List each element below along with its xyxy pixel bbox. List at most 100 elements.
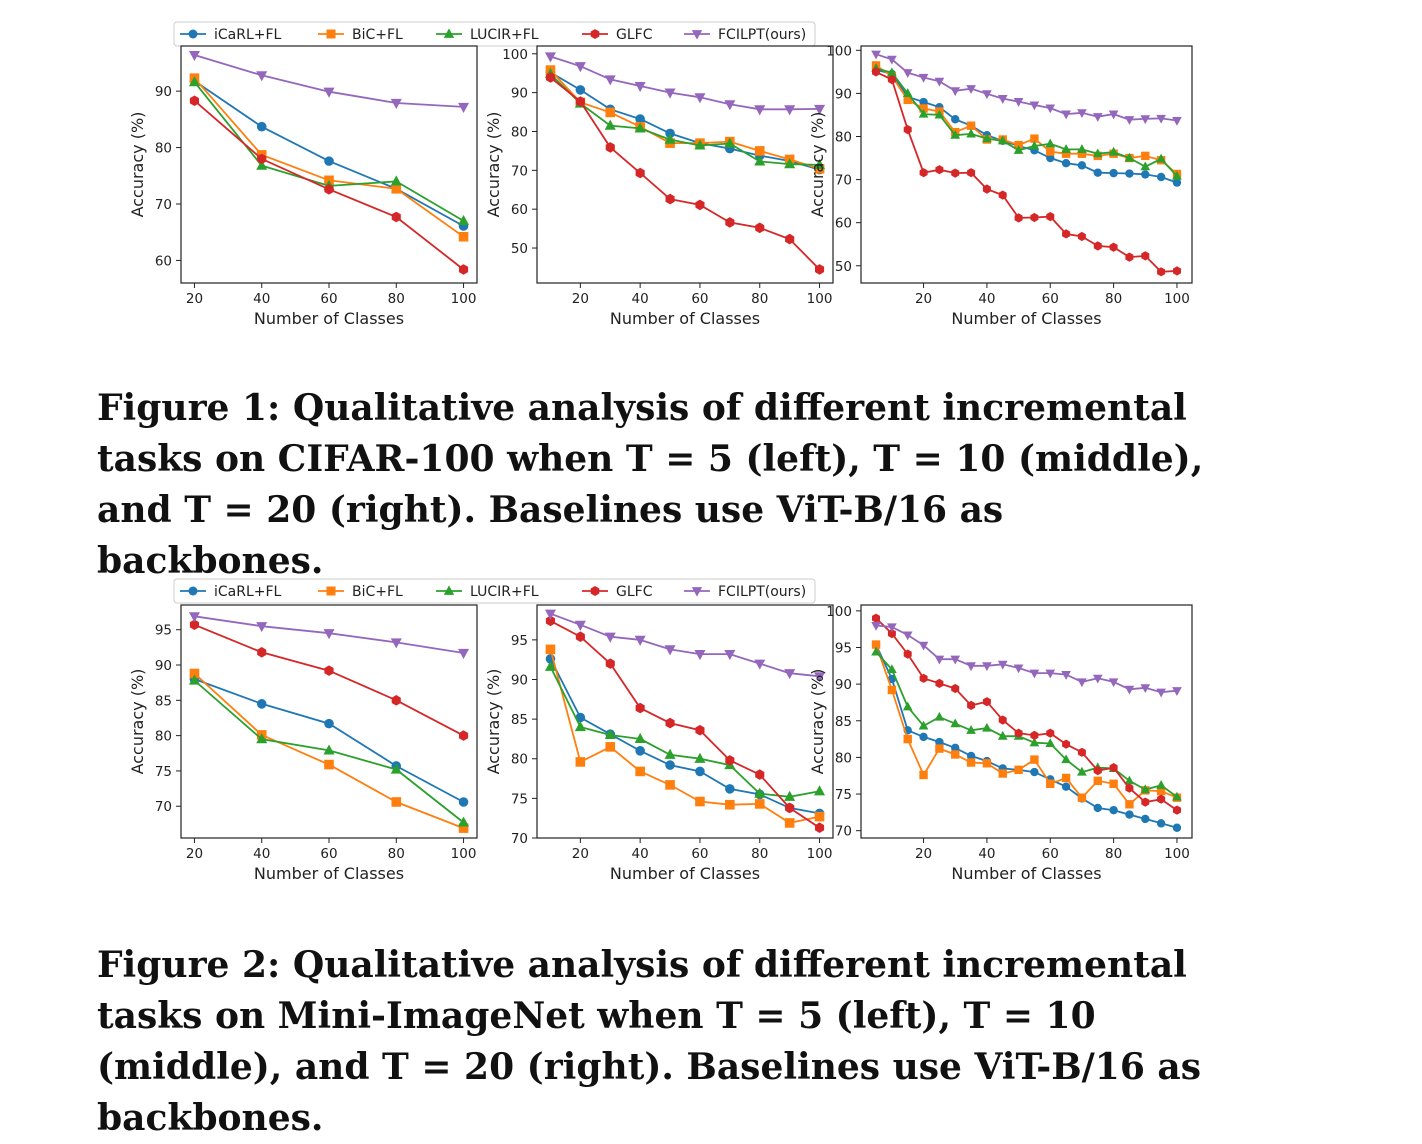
data-point <box>458 823 469 833</box>
data-point <box>887 685 897 695</box>
series-line-FCILPT(ours) <box>194 54 464 108</box>
data-point <box>1014 213 1023 223</box>
x-tick-label: 80 <box>388 291 405 307</box>
data-point <box>966 758 976 767</box>
data-point <box>1156 688 1166 698</box>
data-point <box>1046 147 1055 156</box>
data-point <box>935 744 944 753</box>
data-point <box>390 98 402 109</box>
legend-marker-1 <box>326 29 336 39</box>
data-point <box>754 155 766 166</box>
data-point <box>982 90 992 100</box>
data-point <box>257 647 267 658</box>
legend-label-3: GLFC <box>616 584 653 600</box>
data-point <box>1046 212 1055 222</box>
data-point <box>1109 805 1118 815</box>
data-point <box>951 750 960 759</box>
data-point <box>459 264 469 275</box>
data-point <box>1046 728 1055 738</box>
data-point <box>324 156 334 166</box>
plot-frame <box>536 45 834 284</box>
data-point <box>950 655 961 665</box>
series-line-LUCIR+FL <box>549 73 820 166</box>
data-point <box>1124 685 1135 695</box>
plot-frame <box>860 604 1193 839</box>
x-tick-label: 40 <box>253 291 270 307</box>
data-point <box>784 818 795 828</box>
data-point <box>903 734 912 744</box>
data-point <box>754 799 765 809</box>
y-tick-label: 75 <box>155 764 172 780</box>
data-point <box>256 71 268 82</box>
data-point <box>902 701 913 711</box>
legend-marker-2 <box>443 28 455 38</box>
x-tick-label: 60 <box>691 846 708 862</box>
series-line-GLFC <box>550 620 820 829</box>
data-point <box>934 711 945 721</box>
data-point <box>785 233 795 245</box>
series-line-LUCIR+FL <box>875 651 1178 798</box>
data-point <box>574 62 586 73</box>
data-point <box>1013 145 1024 154</box>
data-point <box>1140 161 1151 171</box>
data-point <box>458 797 469 807</box>
data-point <box>391 183 402 194</box>
chart-4: 20 40 60 80 100 70 75 80 85 90 95 Number of Classes… <box>128 604 478 883</box>
y-tick-label: 60 <box>511 202 528 218</box>
data-point <box>1014 728 1023 738</box>
data-point <box>605 107 616 118</box>
y-tick-label: 85 <box>511 712 528 728</box>
y-tick-label: 70 <box>835 173 852 189</box>
y-tick-label: 80 <box>835 129 852 145</box>
data-point <box>919 97 928 107</box>
data-point <box>1140 684 1151 694</box>
data-point <box>1062 229 1071 239</box>
data-point <box>575 631 585 642</box>
data-point <box>814 672 826 683</box>
x-tick-label: 20 <box>572 291 589 307</box>
data-point <box>951 743 960 753</box>
data-point <box>574 620 586 631</box>
data-point <box>256 121 267 132</box>
data-point <box>754 105 766 116</box>
legend-label-4: FCILPT(ours) <box>718 584 806 600</box>
data-point <box>545 644 556 655</box>
data-point <box>544 660 556 671</box>
data-point <box>544 609 556 620</box>
data-point <box>1030 730 1039 740</box>
data-point <box>1156 786 1166 796</box>
data-point <box>1157 267 1166 277</box>
data-point <box>1045 138 1056 148</box>
series-line-BiC+FL <box>549 69 820 170</box>
data-point <box>634 81 646 93</box>
data-point <box>256 159 268 170</box>
data-point <box>1061 144 1071 153</box>
data-point <box>1156 172 1166 182</box>
data-point <box>951 683 960 694</box>
data-point <box>664 748 676 759</box>
y-tick-label: 80 <box>511 752 528 768</box>
plot-frame <box>860 45 1193 284</box>
data-point <box>1141 170 1150 179</box>
data-point <box>871 50 881 60</box>
data-point <box>982 759 992 768</box>
data-point <box>256 733 268 744</box>
data-point <box>459 730 469 741</box>
legend: iCaRL+FL BiC+FL LUCIR+FL GLFC FCILPT(ours) <box>173 578 816 604</box>
data-point <box>458 102 470 113</box>
data-point <box>967 168 976 178</box>
data-point <box>814 811 825 822</box>
data-point <box>785 802 795 814</box>
data-point <box>256 699 267 709</box>
data-point <box>950 87 961 97</box>
data-point <box>1156 779 1166 789</box>
legend-label-0: iCaRL+FL <box>214 584 282 600</box>
x-tick-label: 100 <box>451 291 477 307</box>
data-point <box>391 695 401 706</box>
data-point <box>1124 775 1135 785</box>
data-point <box>1093 803 1102 813</box>
data-point <box>1030 755 1039 764</box>
y-axis-label: Accuracy (%) <box>484 112 503 218</box>
data-point <box>1093 776 1102 786</box>
